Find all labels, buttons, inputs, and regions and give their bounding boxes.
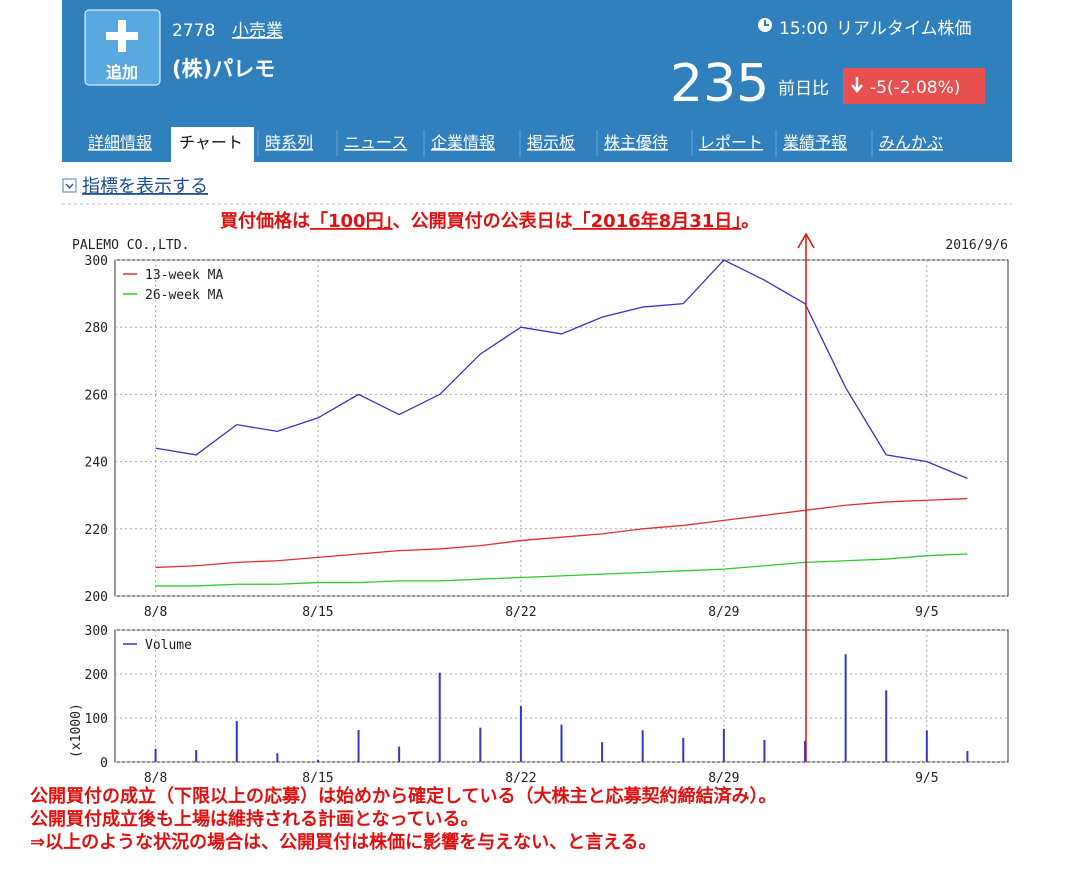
change-badge bbox=[843, 68, 985, 104]
series-line bbox=[155, 553, 968, 587]
chart-title: PALEMO CO.,LTD. bbox=[72, 238, 189, 253]
note: 公開買付成立後も上場は維持される計画となっている。 bbox=[30, 808, 479, 830]
x-tick-label: 9/5 bbox=[915, 771, 938, 786]
tab[interactable]: 時系列 bbox=[265, 133, 313, 152]
toggle-arrow bbox=[65, 183, 74, 190]
company-name: (株)パレモ bbox=[172, 57, 275, 81]
x-tick-label: 8/15 bbox=[302, 605, 333, 620]
series-line bbox=[155, 497, 968, 569]
legend-label: 26-week MA bbox=[145, 288, 223, 303]
note: ⇒以上のような状況の場合は、公開買付は株価に影響を与えない、と言える。 bbox=[30, 831, 657, 853]
legend-label: 13-week MA bbox=[145, 268, 223, 283]
y-tick-label: 0 bbox=[100, 756, 108, 771]
tab[interactable]: ニュース bbox=[344, 133, 407, 152]
marker-arrow bbox=[797, 232, 815, 249]
active-tab bbox=[171, 127, 254, 162]
plot-area bbox=[114, 259, 1009, 597]
chart-date: 2016/9/6 bbox=[945, 238, 1008, 253]
annotation-part: 。 bbox=[741, 211, 759, 232]
price: 235 bbox=[670, 54, 769, 114]
tab[interactable]: 業績予報 bbox=[783, 133, 847, 152]
x-tick-label: 8/8 bbox=[144, 605, 167, 620]
clock-hands bbox=[764, 20, 769, 26]
tab[interactable]: チャート bbox=[179, 133, 243, 152]
y-tick-label: 240 bbox=[85, 456, 108, 471]
indicator-toggle[interactable] bbox=[62, 178, 77, 193]
x-tick-label: 8/8 bbox=[144, 771, 167, 786]
down-arrow bbox=[851, 77, 863, 93]
legend-label: Volume bbox=[145, 638, 192, 653]
y-tick-label: 280 bbox=[85, 321, 108, 336]
time: 15:00 bbox=[779, 19, 828, 39]
annotation-part: 買付価格は bbox=[220, 210, 310, 232]
change-pct: (-2.08%) bbox=[887, 78, 960, 98]
indicator-link[interactable]: 指標を表示する bbox=[82, 176, 208, 197]
y-tick-label: 300 bbox=[85, 624, 108, 639]
realtime-label: リアルタイム株価 bbox=[836, 19, 972, 39]
change-label: 前日比 bbox=[778, 79, 829, 99]
annotation: 買付価格は「100円」、公開買付の公表日は「2016年8月31日」。 bbox=[220, 210, 759, 232]
change-value: -5 bbox=[870, 78, 887, 98]
series-line bbox=[155, 259, 968, 480]
stock-code: 2778 bbox=[172, 21, 215, 41]
plus-icon bbox=[106, 20, 138, 52]
x-tick-label: 8/29 bbox=[708, 605, 739, 620]
x-tick-label: 8/22 bbox=[505, 771, 536, 786]
change: -5(-2.08%) bbox=[870, 78, 960, 98]
charts: 200 220 240 260 280 300 8/8 8/15 8/22 8/29 9/5 13-w… bbox=[69, 254, 1009, 786]
x-tick-label: 8/22 bbox=[505, 605, 536, 620]
annotation-part: 、公開買付の公表日は bbox=[393, 210, 573, 232]
annotation-part: 「2016年8月31日」 bbox=[573, 210, 742, 232]
y-tick-label: 260 bbox=[85, 388, 108, 403]
x-tick-label: 9/5 bbox=[915, 605, 938, 620]
tab[interactable]: みんかぶ bbox=[879, 133, 943, 152]
tab[interactable]: 掲示板 bbox=[527, 133, 575, 152]
notes: 公開買付の成立（下限以上の応募）は始めから確定している（大株主と応募契約締結済み… bbox=[30, 785, 776, 853]
sector-link[interactable]: 小売業 bbox=[232, 21, 283, 41]
y-tick-label: 200 bbox=[85, 590, 108, 605]
x-tick-label: 8/15 bbox=[302, 771, 333, 786]
tab-bar: 詳細情報 チャート 時系列 ニュース 企業情報 掲示板 株主優待 レポート 業績予報 みんかぶ bbox=[88, 127, 943, 162]
y-tick-label: 220 bbox=[85, 523, 108, 538]
y-tick-label: 300 bbox=[85, 254, 108, 269]
annotation-part: 「100円」 bbox=[310, 210, 393, 232]
note: 公開買付の成立（下限以上の応募）は始めから確定している（大株主と応募契約締結済み… bbox=[30, 785, 776, 807]
tab[interactable]: 企業情報 bbox=[431, 133, 495, 152]
tab[interactable]: 株主優待 bbox=[604, 133, 668, 152]
y-axis-label: (x1000) bbox=[69, 703, 84, 758]
y-tick-label: 200 bbox=[85, 668, 108, 683]
tab[interactable]: 詳細情報 bbox=[88, 133, 152, 152]
add-label: 追加 bbox=[106, 63, 138, 82]
tab[interactable]: レポート bbox=[699, 133, 763, 152]
y-tick-label: 100 bbox=[85, 712, 108, 727]
x-tick-label: 8/29 bbox=[708, 771, 739, 786]
